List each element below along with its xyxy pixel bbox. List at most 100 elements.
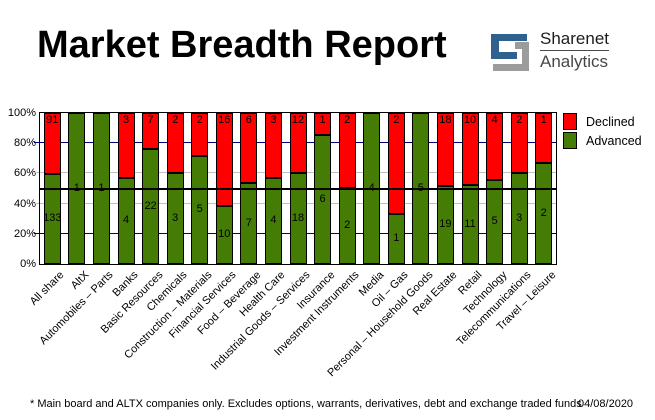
report-date: 04/08/2020 bbox=[578, 398, 634, 410]
y-tick-40 bbox=[34, 202, 39, 204]
bar-segment-declined bbox=[191, 113, 209, 156]
legend-swatch-declined bbox=[563, 113, 577, 130]
value-label-advanced: 4 bbox=[122, 214, 130, 226]
legend-label: Declined bbox=[586, 114, 635, 129]
logo-line2: Analytics bbox=[540, 52, 609, 71]
bar-segment-advanced bbox=[166, 173, 184, 264]
bar-media: 4 bbox=[363, 113, 381, 264]
value-label-advanced: 1 bbox=[393, 232, 400, 244]
value-label-advanced: 10 bbox=[218, 228, 231, 240]
logo-line1: Sharenet bbox=[540, 29, 609, 51]
y-axis-label: 60% bbox=[13, 167, 36, 180]
bar-segment-declined bbox=[486, 113, 504, 180]
bar-all-share: 91 133 bbox=[43, 113, 61, 264]
value-label-declined: 3 bbox=[122, 114, 130, 126]
value-label-advanced: 4 bbox=[368, 181, 375, 194]
footnote: * Main board and ALTX companies only. Ex… bbox=[30, 398, 582, 410]
bar-segment-advanced bbox=[387, 214, 405, 264]
bar-segment-declined bbox=[166, 113, 184, 173]
bar-segment-declined bbox=[215, 113, 233, 206]
bar-segment-advanced bbox=[117, 178, 135, 264]
value-label-declined: 10 bbox=[463, 114, 477, 126]
value-label-advanced: 133 bbox=[43, 212, 62, 224]
bar-segment-advanced bbox=[215, 206, 233, 264]
value-label-declined: 91 bbox=[46, 114, 59, 126]
sharenet-logo: Sharenet Analytics bbox=[487, 28, 609, 73]
logo-gray-shape bbox=[493, 42, 529, 71]
logo-text: Sharenet Analytics bbox=[540, 29, 609, 72]
value-label-advanced: 3 bbox=[516, 211, 523, 224]
bar-segment-declined bbox=[461, 113, 479, 185]
bar-segment-advanced bbox=[436, 186, 454, 264]
bar-retail: 10 11 bbox=[461, 113, 479, 264]
bar-segment-declined bbox=[240, 113, 258, 183]
y-tick-20 bbox=[34, 232, 39, 234]
value-label-advanced: 22 bbox=[144, 199, 157, 212]
bar-industrial-goods-services: 12 18 bbox=[289, 113, 307, 264]
bar-segment-advanced bbox=[510, 173, 528, 264]
value-label-declined: 2 bbox=[344, 114, 351, 126]
value-label-declined: 1 bbox=[319, 114, 326, 126]
bar-segment-advanced bbox=[43, 174, 61, 264]
y-axis-label: 0% bbox=[20, 258, 36, 270]
bar-segment-declined bbox=[117, 113, 135, 178]
value-label-declined: 6 bbox=[245, 114, 252, 126]
bar-segment-advanced bbox=[461, 185, 479, 264]
y-tick-60 bbox=[34, 172, 39, 174]
bar-segment-declined bbox=[264, 113, 282, 178]
bar-segment-declined bbox=[510, 113, 528, 173]
plot-area: 91 133 1 1 3 4 7 22 2 3 2 5 16 10 6 7 3 4 12 18 1 6 2 2 4 2 1 5 18 19… bbox=[39, 112, 557, 265]
value-label-advanced: 5 bbox=[417, 181, 424, 194]
value-label-declined: 2 bbox=[172, 114, 179, 126]
bar-real-estate: 18 19 bbox=[436, 113, 454, 264]
value-label-declined: 2 bbox=[516, 114, 523, 126]
fifty-percent-line bbox=[40, 187, 556, 190]
value-label-advanced: 5 bbox=[491, 215, 498, 227]
bar-segment-advanced bbox=[142, 149, 160, 264]
bar-segment-advanced bbox=[191, 156, 209, 264]
bar-segment-advanced bbox=[486, 180, 504, 264]
value-label-advanced: 19 bbox=[439, 218, 452, 230]
bar-segment-declined bbox=[43, 113, 61, 174]
sharenet-logo-icon bbox=[491, 34, 529, 71]
value-label-declined: 2 bbox=[196, 114, 203, 126]
bar-segment-advanced bbox=[314, 135, 332, 264]
value-label-advanced: 2 bbox=[540, 206, 547, 219]
bar-segment-declined bbox=[289, 113, 307, 173]
value-label-advanced: 2 bbox=[344, 219, 351, 231]
y-axis-label: 20% bbox=[13, 227, 36, 240]
value-label-advanced: 18 bbox=[291, 211, 305, 224]
value-label-declined: 12 bbox=[291, 114, 305, 126]
bar-segment-declined bbox=[436, 113, 454, 186]
bar-segment-advanced bbox=[240, 183, 258, 264]
value-label-advanced: 7 bbox=[245, 216, 252, 229]
bar-segment-advanced bbox=[264, 178, 282, 264]
y-axis-label: 100% bbox=[7, 107, 36, 119]
bar-automobiles-parts: 1 bbox=[92, 113, 110, 264]
logo-blue-shape bbox=[491, 34, 527, 59]
y-axis-label: 40% bbox=[13, 197, 36, 210]
legend-item-advanced: Advanced bbox=[563, 131, 642, 150]
value-label-advanced: 11 bbox=[464, 217, 476, 230]
bar-personal-household-goods: 5 bbox=[412, 113, 430, 264]
bar-financial-services: 16 10 bbox=[215, 113, 233, 264]
value-label-declined: 16 bbox=[218, 114, 231, 126]
y-axis-label: 80% bbox=[13, 137, 36, 150]
bar-altx: 1 bbox=[68, 113, 86, 264]
value-label-advanced: 1 bbox=[98, 181, 105, 194]
value-label-advanced: 1 bbox=[73, 181, 80, 194]
value-label-declined: 4 bbox=[491, 114, 498, 126]
bar-segment-declined bbox=[314, 113, 332, 135]
bar-basic-resources: 7 22 bbox=[142, 113, 160, 264]
bar-segment-declined bbox=[535, 113, 553, 163]
value-label-declined: 2 bbox=[393, 114, 400, 126]
page-title: Market Breadth Report bbox=[37, 24, 447, 66]
